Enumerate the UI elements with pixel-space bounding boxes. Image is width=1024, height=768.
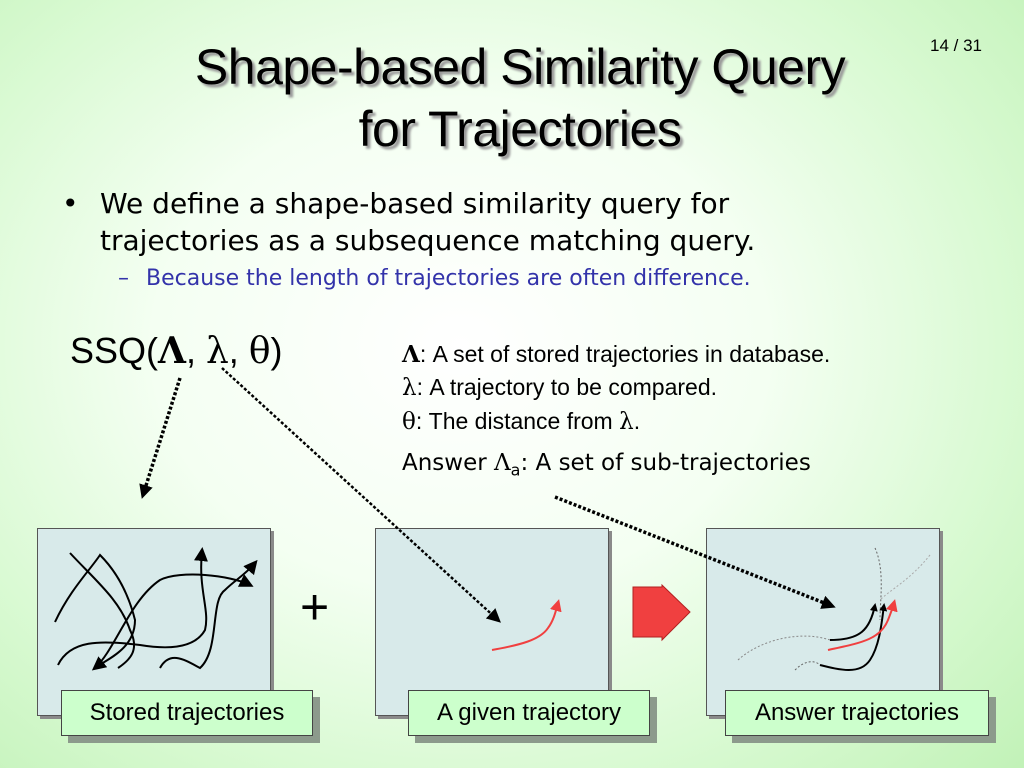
trajectory-line bbox=[94, 573, 254, 669]
bullet-text: We define a shape-based similarity query… bbox=[100, 185, 755, 259]
slide-title: Shape-based Similarity Query for Traject… bbox=[60, 36, 980, 160]
ssq-sep: , bbox=[185, 330, 206, 371]
sub-bullet-text: Because the length of trajectories are o… bbox=[146, 266, 751, 291]
period: . bbox=[633, 408, 641, 434]
definition-lambda: λ: A trajectory to be compared. bbox=[402, 371, 830, 405]
answer-line: Answer Λa: A set of sub-trajectories bbox=[402, 450, 811, 480]
bullet-line-1: We define a shape-based similarity query… bbox=[100, 187, 730, 220]
answer-subscript: a bbox=[510, 460, 521, 480]
given-trajectory-line bbox=[491, 599, 562, 651]
ssq-theta: θ bbox=[248, 331, 271, 372]
bullet-line-2: trajectories as a subsequence matching q… bbox=[100, 224, 756, 257]
stored-trajectory-lines bbox=[54, 547, 258, 671]
title-line-1: Shape-based Similarity Query bbox=[194, 39, 846, 95]
ssq-sep: , bbox=[228, 330, 249, 371]
ssq-lambda: λ bbox=[205, 331, 229, 372]
trajectory-line bbox=[159, 559, 258, 670]
answer-symbol: Λ bbox=[494, 450, 511, 476]
trajectory-line bbox=[69, 552, 136, 669]
definitions: Λ: A set of stored trajectories in datab… bbox=[402, 338, 830, 439]
definition-theta: θ: The distance from λ. bbox=[402, 405, 830, 439]
result-arrow-icon bbox=[632, 583, 691, 642]
title-line-2: for Trajectories bbox=[358, 101, 682, 157]
symbol: Λ bbox=[402, 341, 420, 368]
definition-text: : A set of stored trajectories in databa… bbox=[419, 341, 831, 367]
answer-trajectories-panel bbox=[706, 528, 940, 716]
ssq-suffix: ) bbox=[270, 330, 283, 371]
panel-label-given: A given trajectory bbox=[408, 690, 650, 736]
bullet-marker: • bbox=[62, 187, 79, 220]
ssq-formula: SSQ(Λ, λ, θ) bbox=[70, 330, 283, 372]
symbol: λ bbox=[619, 409, 634, 435]
ssq-Lambda: Λ bbox=[158, 330, 186, 372]
panel-label-answer: Answer trajectories bbox=[725, 690, 989, 736]
plus-sign: + bbox=[300, 579, 330, 635]
symbol: λ bbox=[402, 375, 417, 401]
answer-prefix: Answer bbox=[402, 450, 495, 476]
dotted-pointer-arrows bbox=[139, 367, 836, 623]
answer-text: : A set of sub-trajectories bbox=[520, 450, 811, 476]
definition-text: : A trajectory to be compared. bbox=[416, 374, 718, 400]
definition-text: : The distance from bbox=[415, 408, 620, 434]
answer-trajectory-lines bbox=[737, 547, 931, 671]
ssq-prefix: SSQ( bbox=[70, 330, 159, 371]
symbol: θ bbox=[402, 409, 416, 435]
panel-label-stored: Stored trajectories bbox=[61, 690, 313, 736]
slide-number: 14 / 31 bbox=[930, 36, 982, 55]
sub-bullet-marker: – bbox=[118, 266, 129, 291]
trajectory-line bbox=[54, 553, 137, 671]
trajectory-line bbox=[57, 547, 208, 666]
definition-Lambda: Λ: A set of stored trajectories in datab… bbox=[402, 338, 830, 371]
